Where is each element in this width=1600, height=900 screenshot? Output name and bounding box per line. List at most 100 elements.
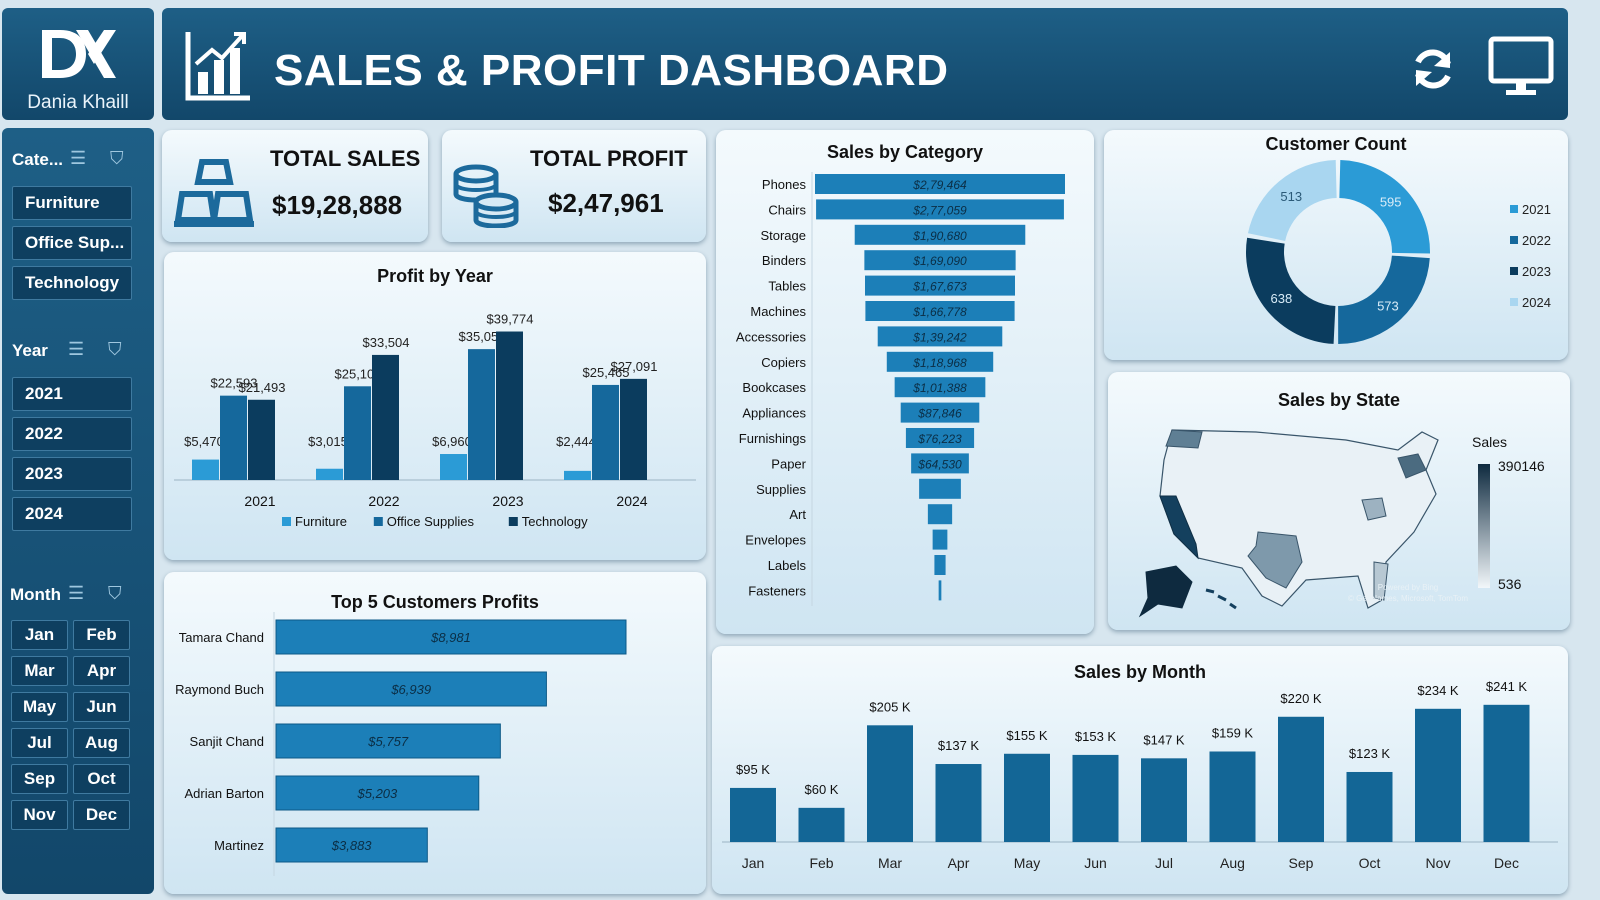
customer-label: Tamara Chand <box>179 630 264 645</box>
slicer-item-technology[interactable]: Technology <box>12 266 132 300</box>
map-state-california <box>1159 495 1199 560</box>
multi-select-icon[interactable]: ☰ <box>68 583 85 603</box>
sales-by-month-card: Sales by Month $95 K Jan $60 K Feb $205 K Mar… <box>712 646 1568 894</box>
bar-chart-icon <box>185 32 250 101</box>
x-tick-label: May <box>1014 855 1040 871</box>
bar-fasteners <box>938 580 942 601</box>
slicer-item-feb[interactable]: Feb <box>73 620 130 650</box>
x-tick-label: Nov <box>1426 855 1451 871</box>
slicer-item-sep[interactable]: Sep <box>11 764 68 794</box>
slicer-item-nov[interactable]: Nov <box>11 800 68 830</box>
data-label: $76,223 <box>917 432 962 446</box>
slicer-item-office-supplies[interactable]: Office Sup... <box>12 226 132 260</box>
bar-labels <box>934 555 946 575</box>
data-label: $123 K <box>1349 746 1391 761</box>
bar-bookcases <box>894 377 986 398</box>
bar-jun <box>1072 754 1119 842</box>
slice-label: 595 <box>1380 194 1402 209</box>
bar-accessories <box>877 326 1003 347</box>
data-label: $234 K <box>1417 683 1459 698</box>
map-state-alaska <box>1138 565 1193 618</box>
bar-customer <box>275 827 428 863</box>
brand-logo-icon <box>42 30 116 78</box>
clear-filter-icon[interactable]: ⛉ <box>108 339 122 359</box>
legend-swatch <box>282 517 291 526</box>
data-label: $137 K <box>938 738 980 753</box>
slicer-item-dec[interactable]: Dec <box>73 800 130 830</box>
monitor-icon[interactable] <box>1488 36 1554 98</box>
filter-sidebar: Cate... ☰ ⛉ Furniture Office Sup... Tech… <box>2 128 154 894</box>
dashboard-header: SALES & PROFIT DASHBOARD <box>162 8 1568 120</box>
data-label: $220 K <box>1280 691 1322 706</box>
bar-furniture-2021 <box>192 459 219 480</box>
slicer-item-2023[interactable]: 2023 <box>12 457 132 491</box>
clear-filter-icon[interactable]: ⛉ <box>108 583 122 603</box>
slicer-item-apr[interactable]: Apr <box>73 656 130 686</box>
legend-swatch <box>508 517 518 526</box>
slicer-item-aug[interactable]: Aug <box>73 728 130 758</box>
bar-furniture-2022 <box>316 468 343 480</box>
bar-oct <box>1346 771 1393 842</box>
customer-count-title: Customer Count <box>1265 134 1407 154</box>
bar-phones <box>815 174 1065 194</box>
bar-sep <box>1278 716 1324 842</box>
bar-customer <box>275 723 501 759</box>
customer-count-card: Customer Count 595 573 638 513 2021 2022 2023 2… <box>1104 130 1568 360</box>
page-title: SALES & PROFIT DASHBOARD <box>274 46 949 95</box>
bar-technology-2023 <box>496 331 523 480</box>
map-legend-max: 390146 <box>1498 458 1545 474</box>
x-tick-label: Sep <box>1289 855 1314 871</box>
data-label: $22,593 <box>211 376 258 391</box>
sales-by-category-title: Sales by Category <box>826 142 984 162</box>
x-tick-label: Feb <box>809 855 833 871</box>
data-label: $35,053 <box>459 329 506 344</box>
map-legend-min: 536 <box>1498 576 1522 592</box>
category-label: Paper <box>771 456 806 471</box>
clear-filter-icon[interactable]: ⛉ <box>110 148 124 168</box>
sales-by-state-card: Sales by State Powered by Bing © GeoName… <box>1108 372 1570 630</box>
x-tick-label: Jan <box>742 855 765 871</box>
multi-select-icon[interactable]: ☰ <box>70 148 87 168</box>
legend-swatch <box>1510 205 1518 213</box>
legend-swatch <box>373 517 383 526</box>
sales-by-category-card: Sales by Category Phones $2,79,464 Chairs $… <box>716 130 1094 634</box>
slicer-item-furniture[interactable]: Furniture <box>12 186 132 220</box>
slicer-item-jun[interactable]: Jun <box>73 692 130 722</box>
bar-office-supplies-2023 <box>468 349 495 480</box>
bar-office-supplies-2022 <box>344 386 371 480</box>
coins-icon <box>453 164 519 228</box>
data-label: $25,100 <box>335 366 382 381</box>
customer-label: Martinez <box>214 838 264 853</box>
data-label: $1,67,673 <box>912 280 967 294</box>
refresh-icon[interactable] <box>1410 46 1456 92</box>
slicer-item-mar[interactable]: Mar <box>11 656 68 686</box>
slicer-item-jan[interactable]: Jan <box>11 620 68 650</box>
slicer-item-2022[interactable]: 2022 <box>12 417 132 451</box>
category-label: Storage <box>760 228 806 243</box>
category-label: Furnishings <box>739 431 807 446</box>
x-tick-label: 2021 <box>244 493 275 509</box>
data-label: $1,01,388 <box>912 381 967 395</box>
year-slicer-label: Year <box>12 341 48 360</box>
brand-name: Dania Khaill <box>27 92 129 113</box>
slicer-item-jul[interactable]: Jul <box>11 728 68 758</box>
slice-label: 573 <box>1377 298 1399 313</box>
data-label: $64,530 <box>917 457 962 471</box>
slicer-item-oct[interactable]: Oct <box>73 764 130 794</box>
category-label: Appliances <box>742 406 806 421</box>
category-label: Machines <box>750 304 806 319</box>
x-tick-label: Jun <box>1084 855 1107 871</box>
multi-select-icon[interactable]: ☰ <box>68 339 85 359</box>
slicer-item-may[interactable]: May <box>11 692 68 722</box>
x-tick-label: Oct <box>1359 855 1381 871</box>
bar-furniture-2024 <box>564 470 591 480</box>
slicer-item-2024[interactable]: 2024 <box>12 497 132 531</box>
category-label: Bookcases <box>742 380 806 395</box>
x-tick-label: Apr <box>948 855 970 871</box>
map-state-washington <box>1165 429 1203 449</box>
category-slicer-label: Cate... <box>12 150 64 169</box>
total-sales-card: TOTAL SALES $19,28,888 <box>162 130 428 242</box>
bar-tables <box>865 275 1015 296</box>
slice-label: 638 <box>1271 291 1293 306</box>
slicer-item-2021[interactable]: 2021 <box>12 377 132 411</box>
